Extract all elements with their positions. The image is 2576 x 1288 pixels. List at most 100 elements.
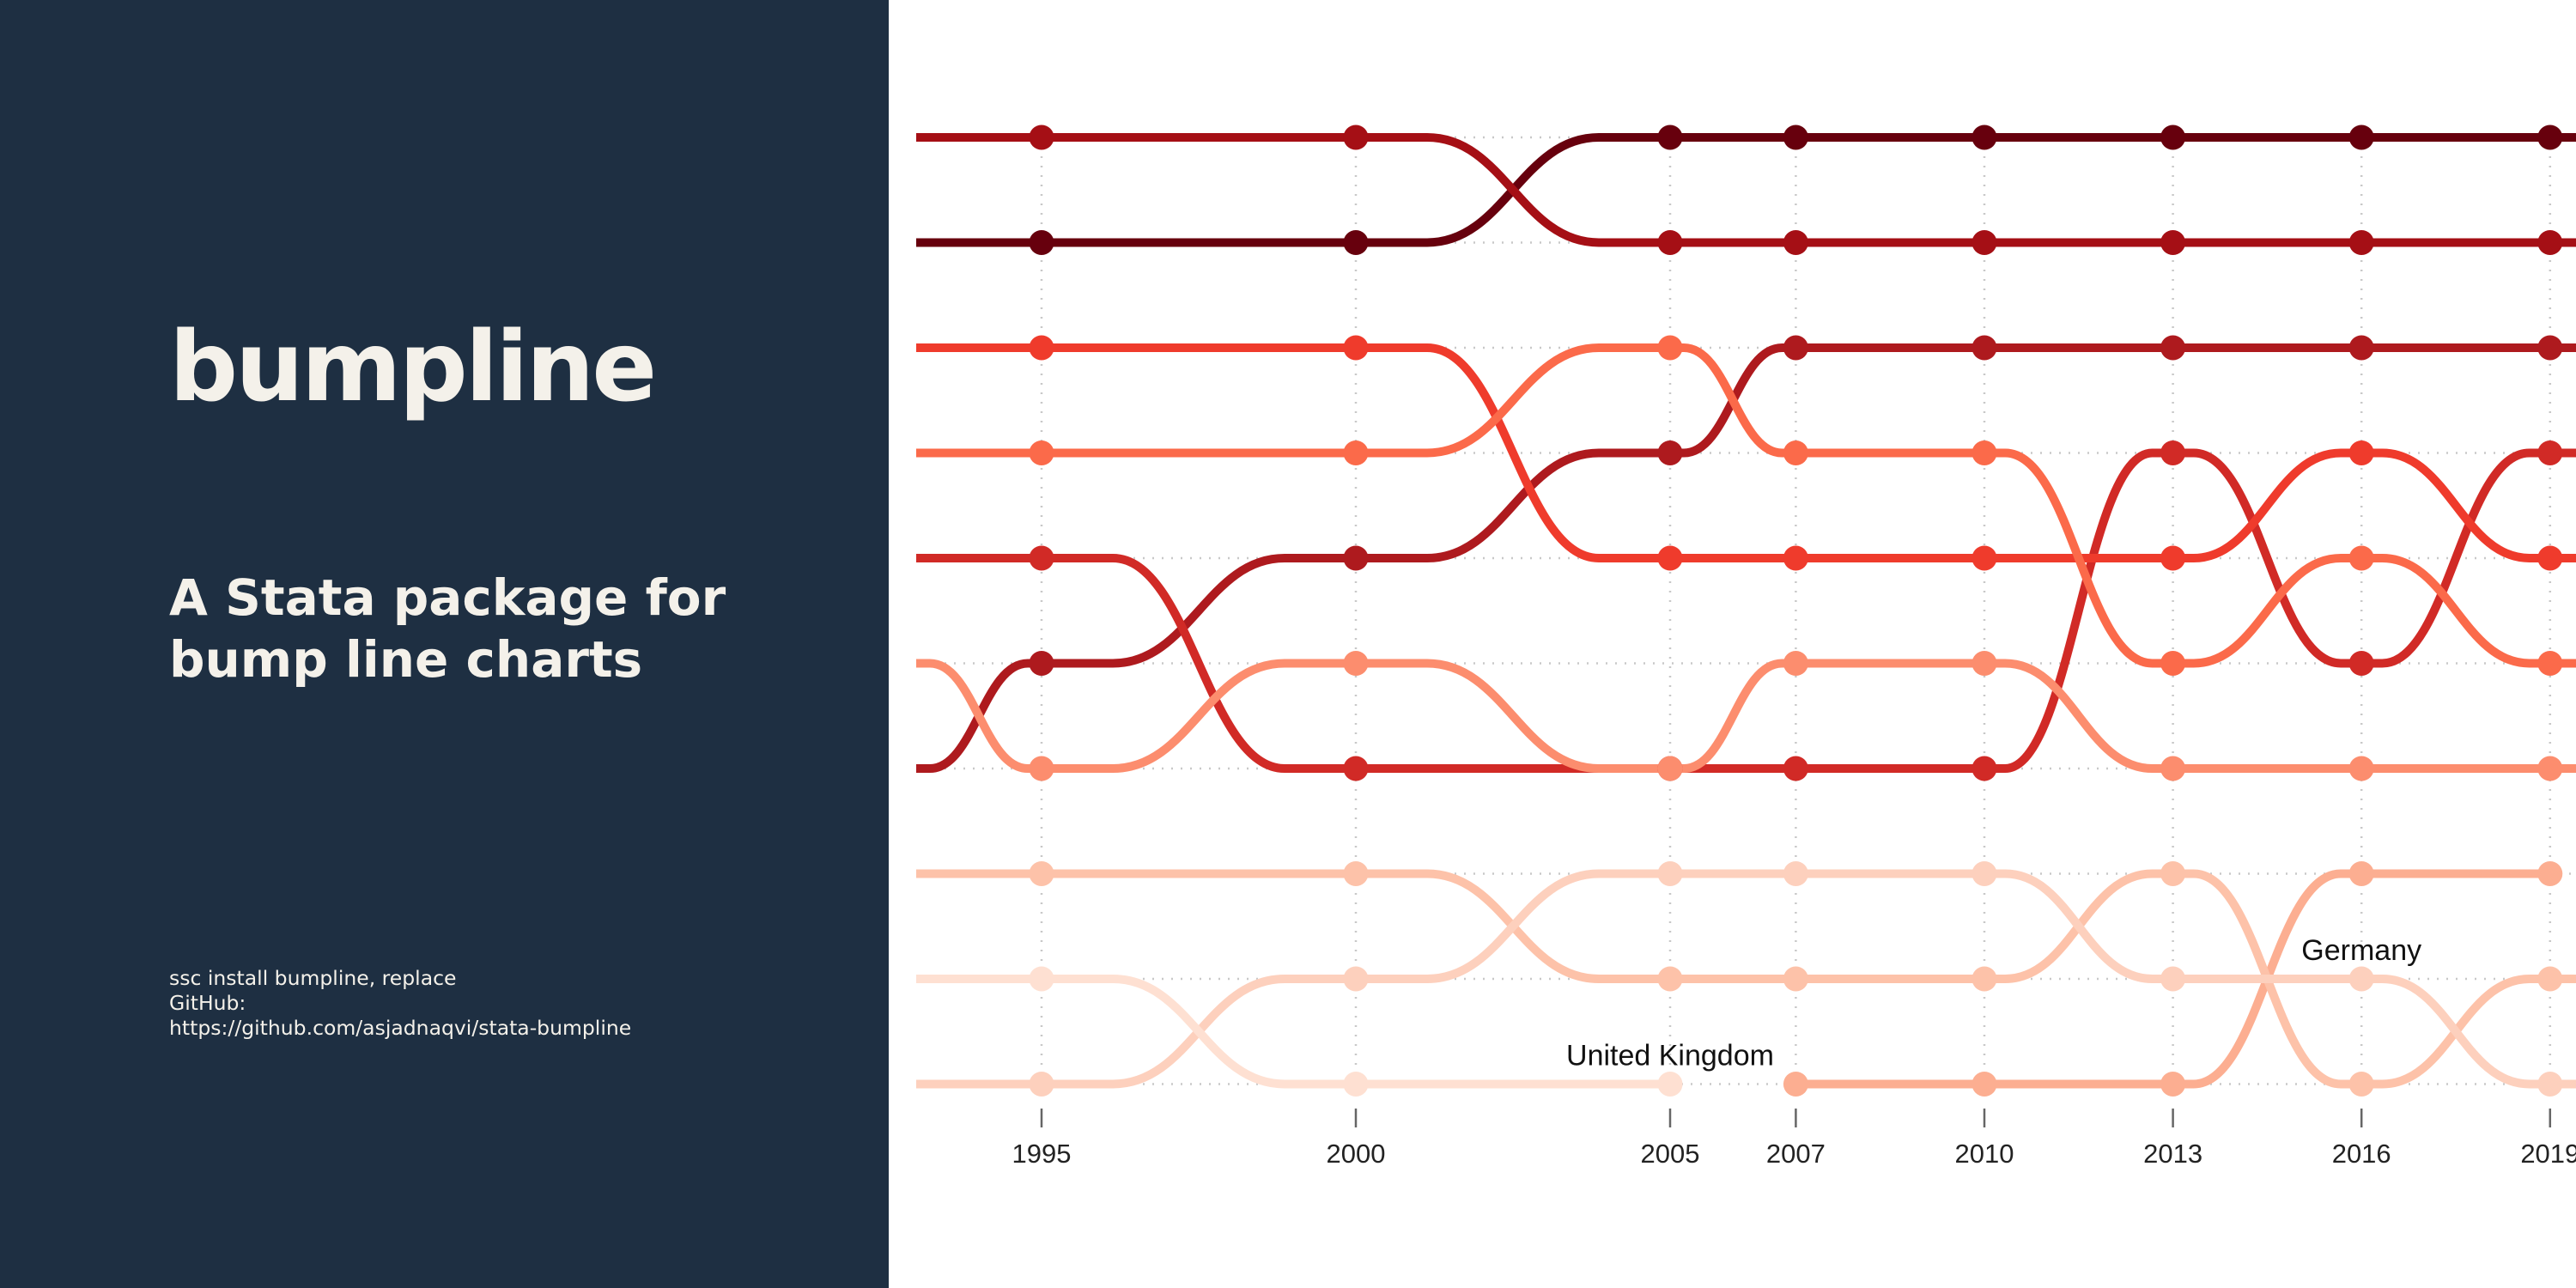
- line-layer: [916, 132, 2576, 1089]
- series-point-4: [2160, 440, 2186, 465]
- series-point-7: [1783, 651, 1808, 676]
- series-point-11: [1657, 1072, 1683, 1097]
- series-point-8: [2160, 1072, 2186, 1097]
- series-point-1: [1657, 125, 1683, 150]
- x-tick-label: 2019: [2520, 1139, 2576, 1169]
- series-point-9: [1029, 861, 1054, 886]
- series-point-5: [1971, 545, 1997, 571]
- subtitle-line-1: A Stata package for: [169, 568, 726, 627]
- series-point-10: [2348, 966, 2374, 992]
- series-point-7: [2160, 756, 2186, 781]
- series-point-5: [2537, 545, 2563, 571]
- series-point-6: [2348, 545, 2374, 571]
- series-point-5: [1657, 545, 1683, 571]
- x-tick-label: 2013: [2143, 1139, 2202, 1169]
- dot-layer: [1029, 125, 2563, 1097]
- series-point-6: [2537, 651, 2563, 676]
- series-point-10: [1343, 966, 1369, 992]
- series-point-1: [2537, 125, 2563, 150]
- grid-layer: [916, 136, 2576, 1085]
- series-line-9: [916, 869, 2576, 1089]
- x-tick-label: 2010: [1955, 1139, 2014, 1169]
- series-point-10: [1657, 861, 1683, 886]
- series-point-8: [1971, 1072, 1997, 1097]
- series-point-1: [2160, 125, 2186, 150]
- series-point-1: [1029, 230, 1054, 255]
- series-line-4: [916, 448, 2576, 774]
- series-point-9: [1971, 966, 1997, 992]
- package-subtitle: A Stata package for bump line charts: [169, 567, 822, 690]
- series-point-10: [1971, 861, 1997, 886]
- x-tick-label: 2000: [1327, 1139, 1386, 1169]
- series-point-3: [1343, 545, 1369, 571]
- series-point-10: [1029, 1072, 1054, 1097]
- series-line-5: [916, 343, 2576, 563]
- series-point-1: [1343, 230, 1369, 255]
- series-line-10: [916, 869, 2576, 1089]
- series-point-4: [1029, 545, 1054, 571]
- series-point-7: [1657, 756, 1683, 781]
- series-point-5: [1343, 335, 1369, 361]
- series-line-3: [916, 343, 2576, 773]
- series-point-11: [1029, 966, 1054, 992]
- series-line-1: [916, 132, 2576, 247]
- series-point-5: [1029, 335, 1054, 361]
- series-point-2: [1971, 230, 1997, 255]
- series-point-5: [2348, 440, 2374, 465]
- series-point-1: [1971, 125, 1997, 150]
- series-point-2: [1783, 230, 1808, 255]
- annotation-layer: United Kingdom Germany: [1566, 934, 2421, 1072]
- series-line-11: [916, 974, 1674, 1089]
- series-point-8: [1783, 1072, 1808, 1097]
- series-point-4: [1343, 756, 1369, 781]
- x-tick-label: 2007: [1766, 1139, 1826, 1169]
- install-notes: ssc install bumpline, replace GitHub: ht…: [169, 966, 631, 1041]
- series-point-9: [2348, 1072, 2374, 1097]
- series-point-9: [2537, 966, 2563, 992]
- series-point-6: [2160, 651, 2186, 676]
- series-point-3: [1971, 335, 1997, 361]
- series-point-6: [1029, 440, 1054, 465]
- series-point-6: [1657, 335, 1683, 361]
- x-axis: 1995 2000 2005 2007 2010 2013 2016 2019: [1012, 1109, 2576, 1169]
- series-point-9: [1783, 966, 1808, 992]
- series-point-7: [2537, 756, 2563, 781]
- series-point-3: [2160, 335, 2186, 361]
- series-point-5: [2160, 545, 2186, 571]
- series-point-6: [1783, 440, 1808, 465]
- install-command: ssc install bumpline, replace: [169, 966, 457, 990]
- series-point-2: [1343, 125, 1369, 150]
- series-line-7: [916, 659, 2576, 774]
- series-point-4: [1783, 756, 1808, 781]
- series-point-2: [1657, 230, 1683, 255]
- series-point-6: [1971, 440, 1997, 465]
- series-point-2: [1029, 125, 1054, 150]
- series-line-6: [916, 343, 2576, 668]
- series-point-7: [1971, 651, 1997, 676]
- series-point-9: [1343, 861, 1369, 886]
- series-point-3: [1783, 335, 1808, 361]
- series-point-3: [2537, 335, 2563, 361]
- series-point-5: [1783, 545, 1808, 571]
- series-point-7: [1343, 651, 1369, 676]
- series-point-7: [2348, 756, 2374, 781]
- series-point-8: [2348, 861, 2374, 886]
- x-tick-label: 1995: [1012, 1139, 1072, 1169]
- sidebar-panel: bumpline A Stata package for bump line c…: [0, 0, 889, 1288]
- series-point-2: [2160, 230, 2186, 255]
- series-point-9: [2160, 861, 2186, 886]
- series-point-2: [2537, 230, 2563, 255]
- github-link[interactable]: https://github.com/asjadnaqvi/stata-bump…: [169, 1016, 632, 1040]
- series-line-8: [1791, 869, 2555, 1089]
- series-point-3: [1029, 651, 1054, 676]
- series-point-8: [2537, 861, 2563, 886]
- series-point-6: [1343, 440, 1369, 465]
- github-label: GitHub:: [169, 991, 246, 1015]
- annotation-label: Germany: [2301, 934, 2421, 967]
- x-tick-label: 2016: [2332, 1139, 2391, 1169]
- series-point-1: [1783, 125, 1808, 150]
- bump-chart: 1995 2000 2005 2007 2010 2013 2016 2019 United …: [916, 125, 2576, 1169]
- series-point-2: [2348, 230, 2374, 255]
- series-point-10: [2160, 966, 2186, 992]
- series-point-10: [1783, 861, 1808, 886]
